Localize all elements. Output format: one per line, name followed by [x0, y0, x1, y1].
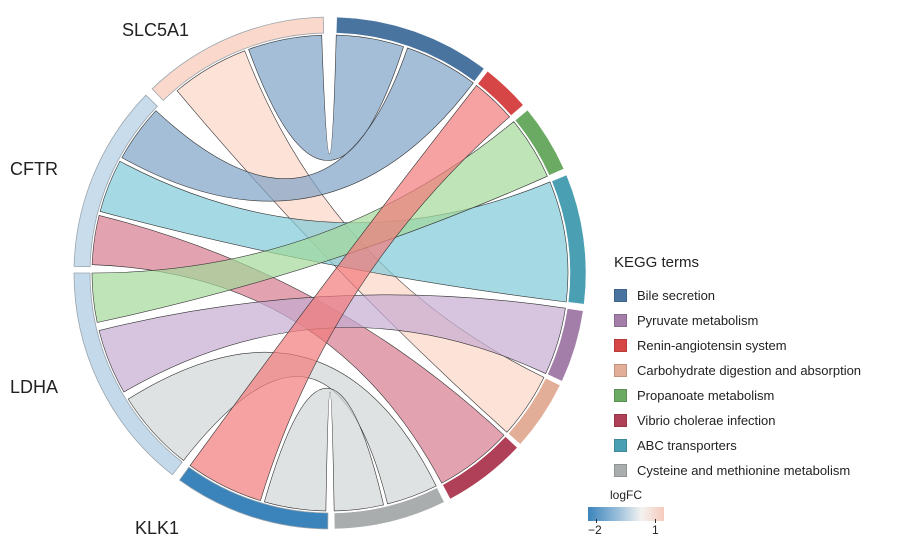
gene-labels: SLC5A1 CFTR LDHA KLK1	[10, 20, 189, 538]
legend-items: Bile secretion Pyruvate metabolism Renin…	[614, 283, 861, 483]
legend-swatch	[614, 389, 627, 402]
term-arc-propanoate	[514, 109, 565, 176]
legend-item: Cysteine and methionine metabolism	[614, 458, 861, 483]
legend-swatch	[614, 289, 627, 302]
colorbar-tick-mark	[596, 519, 597, 523]
legend-title: KEGG terms	[614, 254, 700, 271]
ribbon-klk1-renin	[189, 85, 511, 501]
ribbon-slc5a1-bile	[248, 34, 404, 161]
legend-swatch	[614, 464, 627, 477]
legend-label: ABC transporters	[637, 438, 737, 453]
colorbar-title: logFC	[609, 488, 642, 502]
legend-item: ABC transporters	[614, 433, 861, 458]
legend-label: Propanoate metabolism	[637, 388, 775, 403]
colorbar-max-label: 1	[652, 523, 659, 537]
colorbar-gradient	[588, 507, 664, 521]
gene-arc-cftr	[73, 94, 158, 268]
ribbon-cftr-bile	[121, 47, 474, 202]
term-arc-bile	[336, 16, 485, 82]
term-arc-pyruvate	[547, 308, 584, 382]
legend-item: Propanoate metabolism	[614, 383, 861, 408]
legend-item: Bile secretion	[614, 283, 861, 308]
gene-label-slc5a1: SLC5A1	[122, 20, 189, 40]
term-arc-abc	[551, 174, 587, 305]
legend-item: Renin-angiotensin system	[614, 333, 861, 358]
legend-label: Vibrio cholerae infection	[637, 413, 776, 428]
term-arc-carb	[508, 377, 561, 445]
legend-swatch	[614, 439, 627, 452]
colorbar-ticks: −2 1	[586, 519, 666, 537]
legend-label: Bile secretion	[637, 288, 716, 303]
gene-label-cftr: CFTR	[10, 159, 58, 179]
gene-arc-ldha	[73, 272, 183, 476]
gene-label-ldha: LDHA	[10, 377, 58, 397]
colorbar-min-label: −2	[588, 523, 602, 537]
legend-label: Carbohydrate digestion and absorption	[637, 363, 862, 378]
legend-label: Renin-angiotensin system	[637, 338, 787, 353]
legend-item: Carbohydrate digestion and absorption	[614, 358, 861, 383]
kegg-legend: KEGG terms Bile secretion Pyruvate metab…	[614, 254, 861, 483]
term-arc-cysteine	[333, 487, 445, 530]
term-arc-vibrio	[442, 436, 518, 500]
legend-swatch	[614, 314, 627, 327]
legend-swatch	[614, 339, 627, 352]
legend-label: Pyruvate metabolism	[637, 313, 759, 328]
chord-arcs	[73, 16, 587, 530]
legend-swatch	[614, 364, 627, 377]
ribbon-klk1-cysteine	[264, 388, 384, 512]
legend-label: Cysteine and methionine metabolism	[637, 463, 851, 478]
gene-label-klk1: KLK1	[135, 518, 179, 538]
gene-arc-slc5a1	[151, 16, 325, 101]
logfc-colorbar: logFC −2 1	[586, 488, 666, 537]
legend-swatch	[614, 414, 627, 427]
term-arc-renin	[477, 70, 524, 116]
gene-arc-klk1	[178, 466, 329, 530]
legend-item: Pyruvate metabolism	[614, 308, 861, 333]
chord-ribbons	[91, 34, 569, 512]
colorbar-tick-mark	[655, 519, 656, 523]
ribbon-ldha-propanoate	[91, 121, 548, 323]
legend-item: Vibrio cholerae infection	[614, 408, 861, 433]
